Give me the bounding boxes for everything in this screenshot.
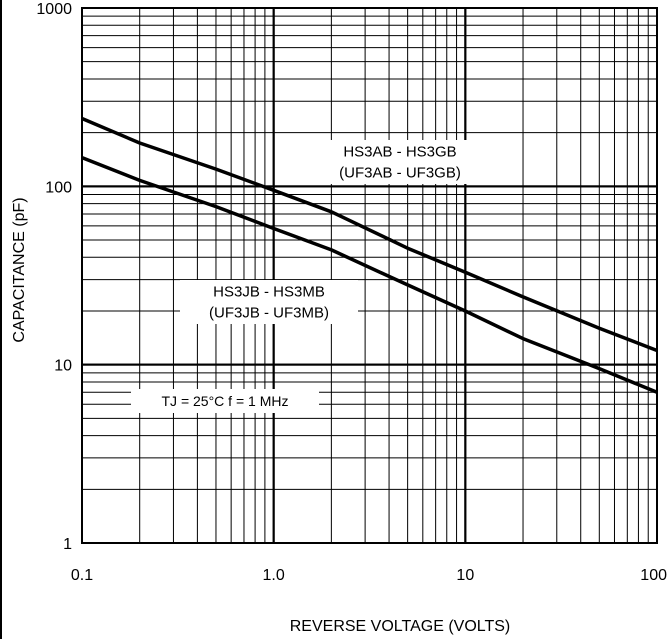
series-2-label-box: HS3JB - HS3MB (UF3JB - UF3MB)	[180, 280, 358, 324]
y-axis-label: CAPACITANCE (pF)	[11, 197, 28, 342]
y-tick-label: 1000	[36, 1, 72, 18]
tick-labels: 0.1 1.0 10 100 1 10 100 1000	[36, 1, 667, 584]
y-tick-label: 10	[54, 358, 72, 375]
x-tick-label: 0.1	[71, 567, 93, 584]
chart-grid	[82, 8, 657, 543]
conditions-box: TJ = 25°C f = 1 MHz	[131, 389, 319, 413]
series-1-label-box: HS3AB - HS3GB (UF3AB - UF3GB)	[316, 140, 484, 184]
figure-left-border	[0, 0, 2, 639]
chart-curves	[81, 116, 658, 394]
plot-frame	[81, 7, 658, 544]
series-2-label-line-2: (UF3JB - UF3MB)	[209, 305, 329, 322]
test-conditions-annotation: TJ = 25°C f = 1 MHz	[162, 393, 289, 409]
series-2-label-line-1: HS3JB - HS3MB	[213, 284, 325, 301]
x-axis-label: REVERSE VOLTAGE (VOLTS)	[290, 618, 511, 635]
y-tick-label: 1	[63, 536, 72, 553]
series-1-curve	[81, 116, 658, 353]
series-1-label-line-1: HS3AB - HS3GB	[343, 144, 456, 161]
x-tick-label: 1.0	[263, 567, 285, 584]
y-tick-label: 100	[45, 179, 72, 196]
series-2-curve	[81, 155, 658, 394]
x-tick-label: 100	[640, 567, 667, 584]
series-1-label-line-2: (UF3AB - UF3GB)	[339, 165, 461, 182]
x-tick-label: 10	[456, 567, 474, 584]
